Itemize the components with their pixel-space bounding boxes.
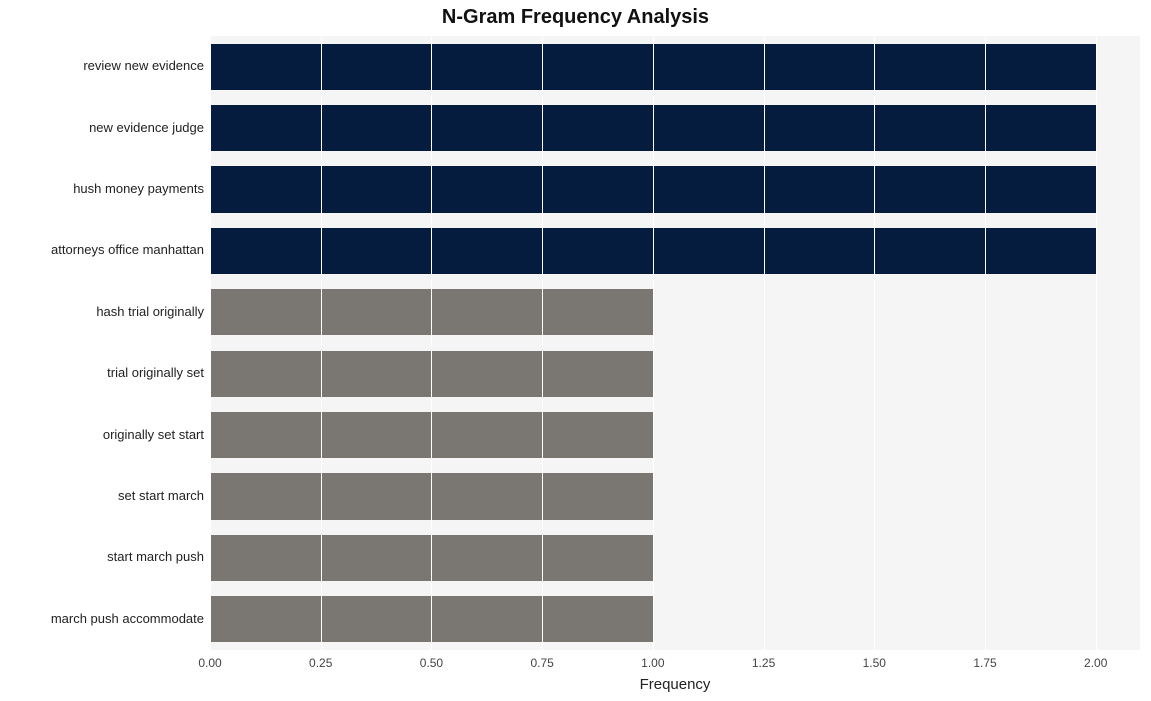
y-tick-label: originally set start xyxy=(4,427,204,442)
x-gridline xyxy=(1096,36,1097,650)
x-gridline xyxy=(985,36,986,650)
x-gridline xyxy=(321,36,322,650)
y-tick-label: start march push xyxy=(4,549,204,564)
x-tick-label: 1.75 xyxy=(973,656,996,670)
y-tick-label: attorneys office manhattan xyxy=(4,242,204,257)
x-gridline xyxy=(210,36,211,650)
x-gridline xyxy=(653,36,654,650)
x-axis-title: Frequency xyxy=(210,676,1140,693)
y-tick-label: new evidence judge xyxy=(4,120,204,135)
x-tick-label: 0.00 xyxy=(198,656,221,670)
x-tick-label: 0.25 xyxy=(309,656,332,670)
y-tick-label: hush money payments xyxy=(4,181,204,196)
chart-title: N-Gram Frequency Analysis xyxy=(0,6,1151,29)
x-tick-label: 0.75 xyxy=(530,656,553,670)
y-tick-label: march push accommodate xyxy=(4,611,204,626)
x-gridline xyxy=(542,36,543,650)
x-tick-label: 1.50 xyxy=(863,656,886,670)
y-tick-label: set start march xyxy=(4,488,204,503)
y-tick-label: hash trial originally xyxy=(4,304,204,319)
x-gridline xyxy=(431,36,432,650)
x-tick-label: 2.00 xyxy=(1084,656,1107,670)
x-tick-label: 1.00 xyxy=(641,656,664,670)
plot-area xyxy=(210,36,1140,650)
x-gridline xyxy=(874,36,875,650)
x-tick-label: 0.50 xyxy=(420,656,443,670)
x-gridline xyxy=(764,36,765,650)
y-tick-label: review new evidence xyxy=(4,58,204,73)
y-tick-label: trial originally set xyxy=(4,365,204,380)
ngram-frequency-chart: N-Gram Frequency Analysis Frequency revi… xyxy=(0,0,1151,701)
x-tick-label: 1.25 xyxy=(752,656,775,670)
